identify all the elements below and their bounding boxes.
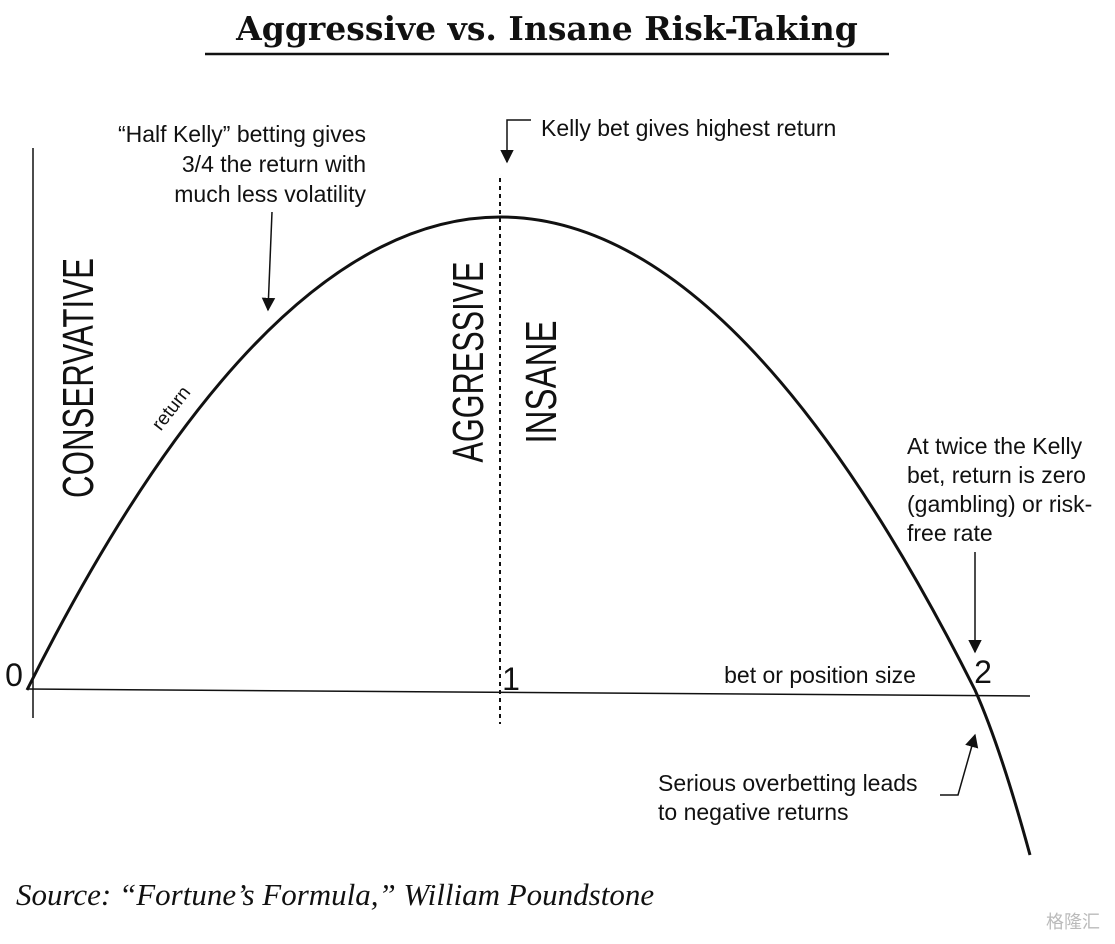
annotation: bet, return is zero [907,462,1086,488]
annotation: Serious overbetting leads [658,770,918,796]
arrow [500,119,531,164]
return-curve [25,215,1032,856]
watermark: 格隆汇 [1046,912,1100,932]
title: Aggressive vs. Insane Risk-Taking [235,9,858,48]
origin-label: 0 [5,657,23,693]
double-kelly-label: 2 [974,654,992,690]
arrow [940,733,979,796]
x-axis-label: bet or position size [724,662,916,688]
source: Source: “Fortune’s Formula,” William Pou… [16,877,654,912]
x-axis [26,688,1031,697]
annotation: “Half Kelly” betting gives [118,121,366,147]
annotation: free rate [907,520,993,546]
annotation: (gambling) or risk- [907,491,1092,517]
curve-label: return [148,383,195,435]
kelly-label: 1 [502,661,520,697]
annotation: to negative returns [658,799,849,825]
arrow [261,211,276,312]
annotation: much less volatility [174,181,366,207]
zone-label: AGGRESSIVE [444,262,493,463]
zone-label: CONSERVATIVE [54,258,103,498]
annotation: 3/4 the return with [182,151,366,177]
zone-label: INSANE [517,321,566,444]
annotation: At twice the Kelly [907,433,1083,459]
annotation: Kelly bet gives highest return [541,115,836,141]
